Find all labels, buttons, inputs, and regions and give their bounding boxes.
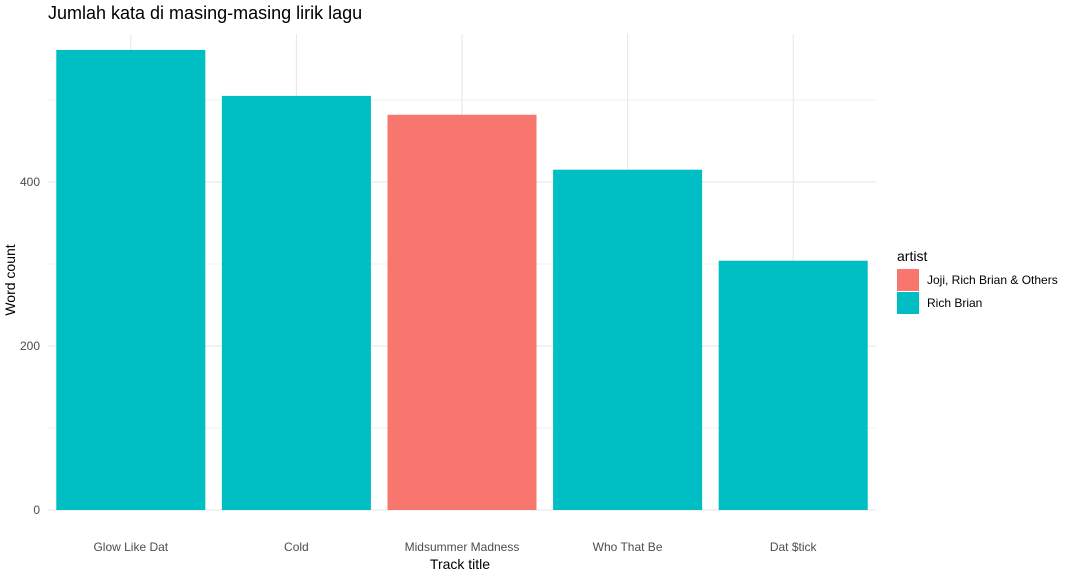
- bar-who-that-be: [553, 169, 703, 510]
- legend-title: artist: [897, 248, 927, 264]
- legend: artist Joji, Rich Brian & Others Rich Bri…: [897, 248, 1058, 314]
- x-tick-label: Midsummer Madness: [405, 540, 520, 554]
- legend-label: Joji, Rich Brian & Others: [927, 273, 1058, 287]
- y-tick-label: 0: [33, 503, 40, 517]
- x-axis-ticks: Glow Like Dat Cold Midsummer Madness Who Th…: [93, 540, 817, 554]
- bar-dat-tick: [718, 260, 868, 510]
- x-tick-label: Glow Like Dat: [93, 540, 168, 554]
- bar-cold: [221, 95, 371, 511]
- bars: [56, 49, 868, 511]
- x-tick-label: Dat $tick: [770, 540, 818, 554]
- y-axis-ticks: 0 200 400: [20, 175, 40, 517]
- bar-glow-like-dat: [56, 49, 206, 510]
- x-tick-label: Cold: [284, 540, 309, 554]
- x-axis-title: Track title: [430, 556, 490, 572]
- legend-key: [897, 292, 919, 314]
- bar-midsummer-madness: [387, 114, 537, 510]
- y-axis-title: Word count: [2, 244, 18, 315]
- x-tick-label: Who That Be: [593, 540, 663, 554]
- chart-title: Jumlah kata di masing-masing lirik lagu: [48, 3, 362, 23]
- legend-key: [897, 269, 919, 291]
- legend-label: Rich Brian: [927, 296, 982, 310]
- y-tick-label: 200: [20, 339, 40, 353]
- y-tick-label: 400: [20, 175, 40, 189]
